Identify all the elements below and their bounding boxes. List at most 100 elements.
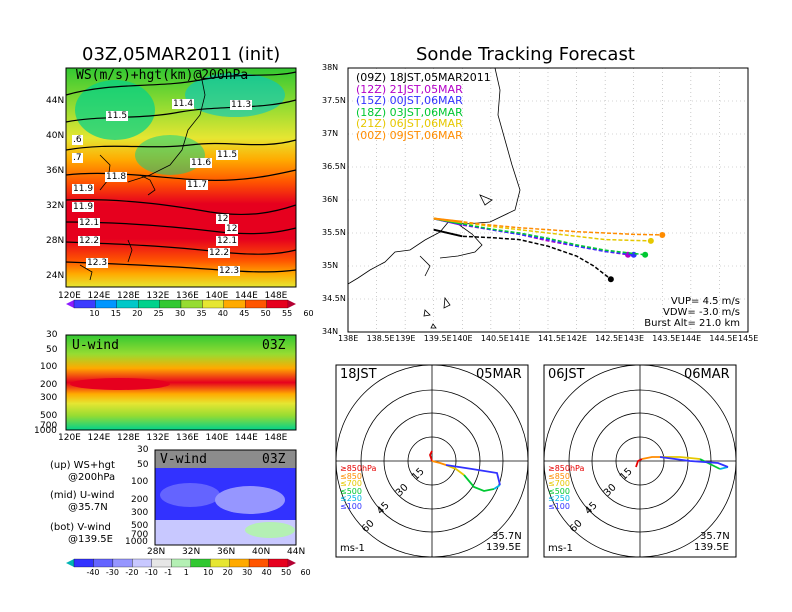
- vwind-colorbar-label: -10: [144, 568, 158, 577]
- track-burst: Burst Alt= 21.0 km: [644, 318, 740, 329]
- track-legend-label: 21JST,05MAR: [389, 82, 463, 96]
- contour-label: .6: [72, 135, 83, 145]
- vwind-p-tick: 300: [131, 508, 149, 518]
- uwind-lon-tick: 120E: [58, 433, 81, 443]
- hodograph-trace: [641, 456, 660, 460]
- right-title: Sonde Tracking Forecast: [416, 44, 635, 65]
- uwind-p-tick: 30: [46, 330, 58, 340]
- map-lon-tick: 124E: [87, 291, 111, 301]
- track-y-tick: 38N: [322, 63, 339, 72]
- uwind-lon-tick: 144E: [235, 433, 258, 443]
- track-legend-label: 03JST,06MAR: [389, 105, 463, 119]
- contour-label: 11.4: [172, 99, 195, 109]
- track-x-tick: 139E: [395, 334, 416, 343]
- contour-label: 12.3: [218, 266, 241, 276]
- hodograph-unit: ms-1: [548, 543, 573, 554]
- vwind-colorbar-label: 1: [183, 568, 189, 577]
- map-lat-tick: 32N: [46, 201, 65, 211]
- track-y-tick: 35.5N: [322, 228, 346, 237]
- track-x-tick: 143.5E: [652, 334, 681, 343]
- map-lon-tick: 140E: [205, 291, 229, 301]
- ws-colorbar-label: 10: [89, 309, 100, 318]
- track-legend-entry: (18Z) 03JST,06MAR: [356, 106, 463, 119]
- vwind-colorbar-swatch: [288, 559, 296, 567]
- track-vup: VUP= 4.5 m/s: [670, 296, 740, 307]
- uwind-lon-tick: 148E: [264, 433, 288, 443]
- hodograph-level: ≤500: [548, 486, 570, 496]
- vwind-lat-tick: 28N: [147, 547, 166, 557]
- track-y-tick: 35N: [322, 261, 339, 270]
- contour-label: .7: [72, 153, 83, 163]
- hodograph-level: ≥850hPa: [548, 464, 585, 473]
- hodograph-level: ≤100: [340, 501, 362, 511]
- uwind-lon-tick: 140E: [205, 433, 229, 443]
- hodograph-level: ≤250: [548, 494, 570, 503]
- ws-colorbar-label: 20: [132, 309, 143, 318]
- uwind-p-tick: 1000: [34, 426, 57, 436]
- map-lon-tick: 148E: [264, 291, 288, 301]
- contour-label: 11.5: [106, 111, 129, 121]
- map-lat-tick: 36N: [46, 166, 65, 176]
- contour-label: 12: [225, 224, 239, 234]
- ws-colorbar-label: 25: [153, 309, 164, 318]
- ws-colorbar-label: 50: [260, 309, 271, 318]
- track-y-tick: 37N: [322, 129, 339, 138]
- track-x-tick: 144E: [680, 334, 702, 343]
- contour-label: 12.2: [208, 248, 231, 258]
- hodograph-trace: [635, 458, 643, 468]
- ws-colorbar-label: 15: [110, 309, 121, 318]
- hodograph-time: 18JST: [340, 367, 377, 382]
- track-x-tick: 138.5E: [366, 334, 395, 343]
- desc-mid-2: @35.7N: [68, 502, 108, 513]
- uwind-tag: U-wind: [72, 338, 119, 353]
- desc-up: (up) WS+hgt @200hPa: [50, 460, 115, 484]
- vwind-lat-tick: 40N: [252, 547, 271, 557]
- desc-mid: (mid) U-wind @35.7N: [50, 490, 114, 514]
- hodograph-trace: [699, 458, 721, 470]
- vwind-colorbar-label: -30: [105, 568, 119, 577]
- track-x-tick: 145E: [738, 334, 759, 343]
- vwind-p-tick: 50: [137, 460, 149, 470]
- track-legend-run: (15Z): [356, 94, 390, 107]
- vwind-colorbar-swatch: [66, 559, 74, 567]
- map-field-label: WS(m/s)+hgt(km)@200hPa: [76, 68, 249, 83]
- uwind-p-tick: 100: [40, 362, 58, 372]
- hodograph-level: ≤700: [548, 479, 570, 488]
- contour-label: 12.1: [78, 218, 101, 228]
- contour-label: 11.5: [216, 150, 239, 160]
- hodograph-trace: [493, 484, 501, 490]
- hodograph-date: 05MAR: [476, 367, 522, 382]
- ws-colorbar-label: 35: [196, 309, 207, 318]
- ws-colorbar-label: 45: [239, 309, 250, 318]
- vwind-colorbar-label: 10: [203, 568, 214, 577]
- ws-colorbar-label: 60: [303, 309, 314, 318]
- hodograph-trace: [445, 464, 501, 486]
- hodograph-time: 06JST: [548, 367, 585, 382]
- track-x-tick: 139.5E: [423, 334, 452, 343]
- contour-label: 12.3: [86, 258, 109, 268]
- uwind-lon-tick: 124E: [87, 433, 111, 443]
- ws-colorbar-swatch: [288, 300, 296, 308]
- hodograph-date: 06MAR: [684, 367, 730, 382]
- vwind-tag: V-wind: [160, 452, 207, 467]
- desc-up-2: @200hPa: [68, 472, 116, 483]
- track-x-tick: 138E: [338, 334, 359, 343]
- vwind-colorbar-label: 30: [242, 568, 253, 577]
- hodograph-level: ≤500: [340, 486, 362, 496]
- track-x-tick: 142.5E: [595, 334, 624, 343]
- vwind-p-tick: 1000: [125, 537, 148, 547]
- uwind-lon-tick: 132E: [146, 433, 170, 443]
- track-y-tick: 34N: [322, 327, 339, 336]
- track-series-end: [607, 276, 614, 283]
- contour-label: 12.2: [78, 236, 101, 246]
- map-lat-tick: 24N: [46, 271, 65, 281]
- track-series-end: [647, 237, 654, 244]
- hodograph-lon: 139.5E: [694, 542, 729, 553]
- uwind-lon-tick: 136E: [176, 433, 199, 443]
- vwind-lat-tick: 44N: [287, 547, 306, 557]
- track-legend-run: (09Z): [356, 71, 390, 84]
- hodograph-level: ≤700: [340, 479, 362, 488]
